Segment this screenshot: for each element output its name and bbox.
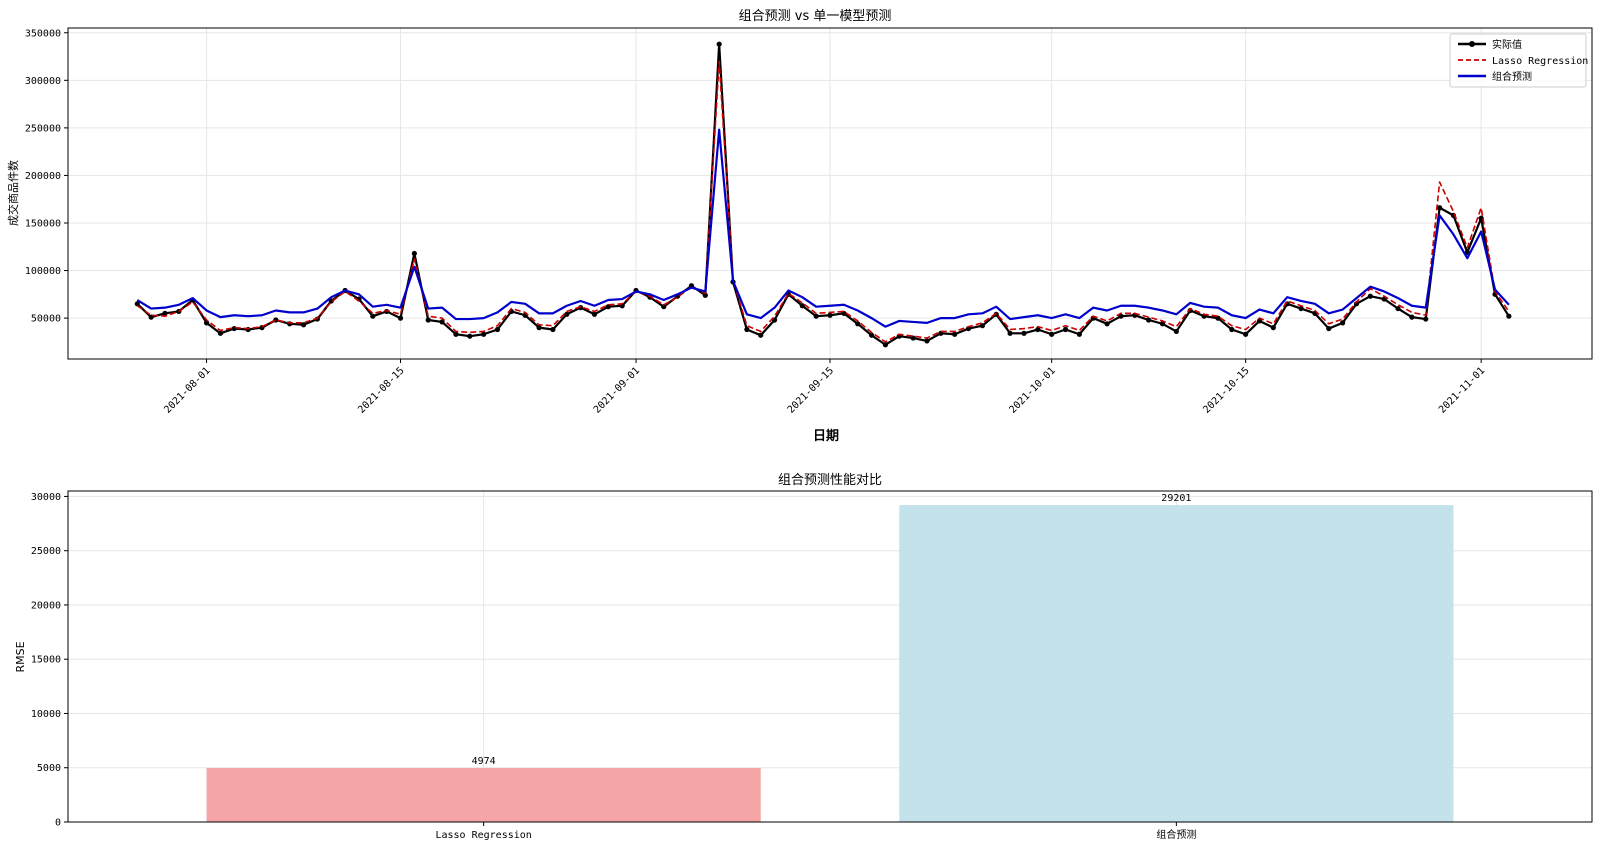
data-point-actual [952, 331, 958, 337]
line-chart-y-tick-label: 50000 [31, 314, 61, 325]
legend-label-lasso: Lasso Regression [1492, 56, 1588, 67]
bar-chart-category-label: 组合预测 [1156, 828, 1196, 841]
data-point-actual [882, 342, 889, 348]
data-point-actual [1243, 331, 1249, 337]
bar-chart-category-label: Lasso Regression [435, 830, 531, 841]
legend-marker-actual [1469, 41, 1475, 47]
data-point-actual [855, 321, 861, 327]
bar-value-label: 29201 [1161, 493, 1191, 504]
data-point-actual [536, 325, 542, 331]
series-line-actual [136, 43, 1510, 346]
bar-chart-y-tick-label: 0 [55, 818, 61, 829]
line-chart-legend: 实际值 Lasso Regression 组合预测 [1449, 33, 1588, 88]
data-point-actual [1173, 328, 1179, 335]
line-chart-series [134, 41, 1512, 348]
line-chart-y-tick-label: 350000 [25, 28, 61, 39]
bar-chart-y-label: RMSE [14, 641, 27, 672]
line-chart-frame [67, 27, 1593, 360]
data-point-actual [425, 317, 431, 323]
data-point-actual [1506, 313, 1512, 319]
data-point-actual [564, 311, 570, 317]
data-point-actual [1049, 331, 1055, 337]
bar-chart-y-tick-label: 20000 [31, 600, 61, 611]
data-point-actual [591, 311, 598, 317]
data-point-actual [162, 310, 168, 316]
data-point-actual [1367, 293, 1373, 299]
bar-chart-title: 组合预测性能对比 [778, 473, 882, 488]
data-point-actual [868, 332, 875, 338]
data-point-actual [813, 313, 819, 319]
data-point-actual [716, 41, 722, 47]
data-point-actual [1035, 326, 1041, 333]
data-point-actual [300, 322, 307, 328]
bar-chart-bars: 4974 Lasso Regression 29201 组合预测 [206, 493, 1454, 841]
data-point-actual [453, 331, 459, 337]
data-point-actual [494, 326, 501, 333]
data-point-actual [1326, 325, 1332, 332]
data-point-actual [1409, 314, 1415, 320]
data-point-actual [661, 304, 667, 310]
legend-label-combined: 组合预测 [1492, 70, 1532, 83]
bar-chart-y-tick-label: 15000 [31, 655, 61, 666]
data-point-actual [1229, 326, 1235, 333]
data-point-actual [411, 250, 417, 257]
data-point-actual [231, 325, 237, 332]
data-point-actual [550, 326, 556, 333]
data-point-actual [827, 312, 833, 318]
line-chart-y-tick-label: 300000 [25, 76, 61, 87]
bar-chart-y-ticks: 0 5000 10000 15000 20000 25000 30000 [31, 492, 68, 829]
data-point-actual [702, 292, 708, 298]
data-point-actual [370, 313, 376, 319]
line-chart-title: 组合预测 vs 单一模型预测 [739, 9, 892, 24]
bar-chart-y-tick-label: 25000 [31, 546, 61, 557]
data-point-actual [1270, 325, 1276, 331]
data-point-actual [744, 326, 750, 333]
line-chart-y-tick-label: 100000 [25, 266, 61, 277]
line-chart-y-ticks: 50000 100000 150000 200000 250000 300000 35000… [25, 28, 68, 325]
data-point-actual [397, 315, 404, 321]
bar-lasso-regression [206, 768, 761, 822]
data-point-actual [1007, 330, 1013, 336]
data-point-actual [1437, 205, 1443, 211]
line-chart-y-tick-label: 200000 [25, 171, 61, 182]
data-point-actual [1340, 320, 1346, 326]
data-point-actual [439, 319, 445, 325]
bar-value-label: 4974 [472, 756, 496, 767]
legend-box [1449, 33, 1587, 88]
line-chart-x-label: 日期 [813, 429, 839, 444]
data-point-actual [924, 338, 930, 344]
line-chart-y-tick-label: 250000 [25, 123, 61, 134]
data-point-actual [1062, 326, 1069, 333]
data-point-actual [1146, 317, 1152, 323]
data-point-actual [1256, 318, 1263, 324]
line-chart-y-label: 成交商品件数 [6, 160, 20, 226]
bar-combined [899, 505, 1454, 822]
bar-chart-y-tick-label: 10000 [31, 709, 61, 720]
data-point-actual [1104, 321, 1110, 327]
data-point-actual [1076, 331, 1082, 337]
data-point-actual [467, 333, 473, 339]
data-point-actual [979, 323, 986, 329]
data-point-actual [481, 331, 487, 337]
data-point-actual [217, 330, 223, 336]
series-line-lasso-regression [136, 60, 1510, 343]
data-point-actual [1298, 305, 1304, 312]
data-point-actual [1395, 305, 1401, 312]
line-chart-grid [68, 28, 1592, 359]
data-point-actual [758, 332, 764, 338]
series-line-combined [136, 128, 1510, 328]
data-point-actual [134, 301, 140, 307]
data-point-actual [1159, 321, 1166, 327]
data-point-actual [1423, 316, 1429, 322]
legend-label-actual: 实际值 [1492, 38, 1522, 51]
bar-chart: 组合预测性能对比 050001000015000200002500030000 … [14, 473, 1593, 841]
bar-chart-y-tick-label: 5000 [37, 763, 61, 774]
bar-chart-frame [67, 490, 1593, 823]
data-point-actual [799, 303, 805, 309]
data-point-actual [328, 298, 334, 304]
line-chart-y-tick-label: 150000 [25, 218, 61, 229]
data-point-actual [1021, 330, 1027, 336]
bar-chart-y-tick-label: 30000 [31, 492, 61, 503]
